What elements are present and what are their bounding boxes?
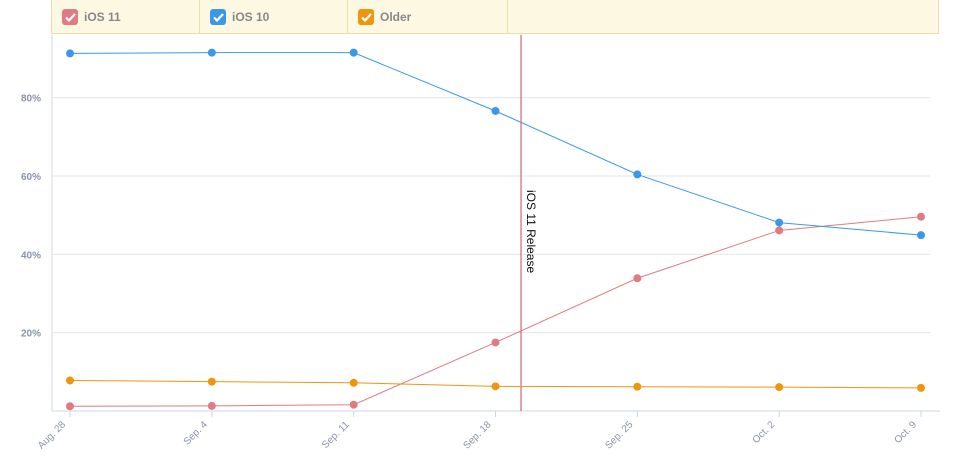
series-line bbox=[69, 216, 922, 407]
x-tick-label: Sep. 18 bbox=[461, 419, 493, 451]
legend-item-ios11[interactable]: iOS 11 bbox=[52, 0, 200, 34]
x-tick-label: Aug. 28 bbox=[36, 419, 68, 451]
legend-label-ios10: iOS 10 bbox=[232, 10, 270, 24]
data-point bbox=[66, 376, 74, 385]
data-point bbox=[775, 383, 784, 392]
data-point bbox=[207, 48, 216, 57]
check-icon bbox=[210, 9, 226, 25]
data-point bbox=[775, 218, 784, 227]
data-point bbox=[917, 231, 925, 240]
data-point bbox=[349, 400, 358, 409]
data-point bbox=[491, 338, 500, 347]
y-tick-label: 40% bbox=[21, 250, 41, 261]
y-tick-label: 80% bbox=[21, 94, 41, 105]
data-point bbox=[917, 212, 925, 221]
check-icon bbox=[358, 9, 374, 25]
legend-label-ios11: iOS 11 bbox=[84, 10, 121, 24]
y-tick-label: 60% bbox=[21, 172, 41, 183]
release-marker-label: iOS 11 Release bbox=[524, 190, 538, 273]
x-tick-label: Sep. 25 bbox=[603, 419, 635, 451]
data-point bbox=[491, 106, 500, 115]
x-tick-label: Sep. 4 bbox=[182, 419, 211, 448]
data-point bbox=[207, 401, 216, 410]
legend-item-ios10[interactable]: iOS 10 bbox=[200, 0, 348, 34]
data-point bbox=[349, 378, 358, 387]
x-tick-label: Oct. 2 bbox=[751, 419, 778, 446]
data-point bbox=[207, 377, 216, 386]
data-point bbox=[66, 402, 74, 411]
data-point bbox=[775, 226, 784, 235]
data-point bbox=[66, 49, 74, 58]
data-point bbox=[633, 382, 642, 391]
legend-item-older[interactable]: Older bbox=[348, 0, 508, 34]
data-point bbox=[633, 170, 642, 179]
legend-label-older: Older bbox=[380, 10, 412, 24]
series-line bbox=[69, 52, 922, 236]
data-point bbox=[349, 48, 358, 57]
y-tick-label: 20% bbox=[21, 329, 41, 340]
data-point bbox=[491, 382, 500, 391]
data-point bbox=[917, 383, 925, 392]
legend: iOS 11 iOS 10 Older bbox=[51, 0, 939, 34]
x-tick-label: Sep. 11 bbox=[320, 419, 352, 451]
data-point bbox=[633, 274, 642, 283]
check-icon bbox=[62, 9, 78, 25]
x-tick-label: Oct. 9 bbox=[892, 419, 919, 446]
